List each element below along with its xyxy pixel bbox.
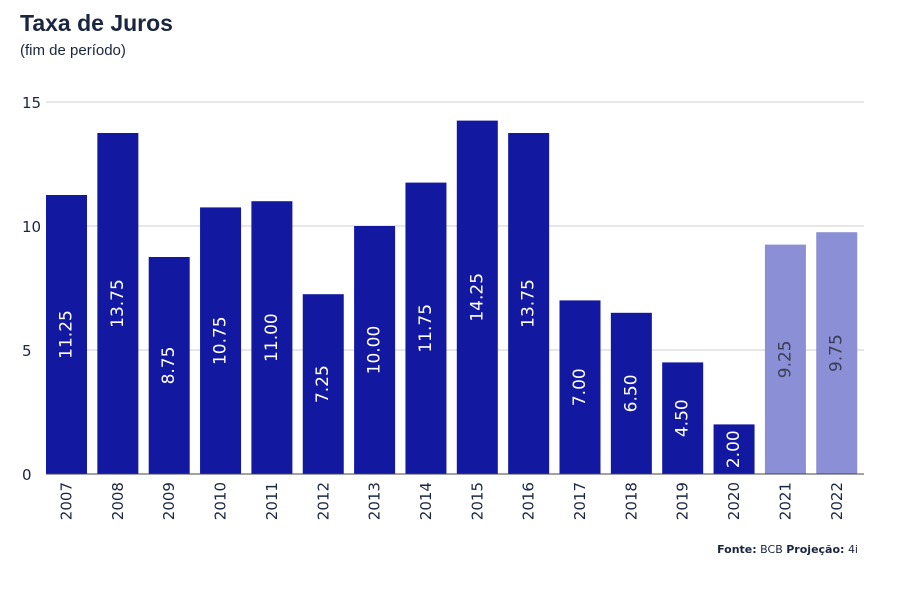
bar-value-label: 4.50 bbox=[673, 399, 693, 437]
source-projecao-value: 4i bbox=[847, 543, 858, 556]
bar-value-label: 9.75 bbox=[827, 334, 847, 372]
bar-value-label: 2.00 bbox=[724, 430, 744, 468]
bar-value-label: 14.25 bbox=[467, 273, 487, 322]
x-tick-label: 2016 bbox=[520, 482, 538, 520]
x-tick-label: 2014 bbox=[417, 482, 435, 520]
x-tick-label: 2017 bbox=[571, 482, 589, 520]
bar bbox=[764, 244, 806, 474]
source-fonte-value: BCB bbox=[760, 543, 783, 556]
bar bbox=[610, 312, 652, 474]
x-tick-label: 2008 bbox=[109, 482, 127, 520]
chart-title: Taxa de Juros bbox=[20, 10, 173, 36]
bar-value-label: 9.25 bbox=[775, 340, 795, 378]
y-tick-label: 5 bbox=[22, 342, 32, 360]
bar bbox=[662, 362, 704, 474]
x-tick-label: 2018 bbox=[622, 482, 640, 520]
x-tick-label: 2021 bbox=[776, 482, 794, 520]
y-tick-label: 0 bbox=[22, 466, 32, 484]
source-note: Fonte: BCB Projeção: 4i bbox=[717, 543, 858, 556]
bar-value-label: 6.50 bbox=[621, 374, 641, 412]
source-fonte-label: Fonte: bbox=[717, 543, 757, 556]
bar bbox=[46, 195, 87, 474]
bar-value-label: 13.75 bbox=[519, 279, 539, 328]
bar-value-label: 11.00 bbox=[262, 313, 282, 362]
x-tick-label: 2013 bbox=[366, 482, 384, 520]
x-tick-label: 2020 bbox=[725, 482, 743, 520]
bar bbox=[148, 257, 190, 474]
source-projecao-label: Projeção: bbox=[786, 543, 845, 556]
bar-value-label: 7.25 bbox=[313, 365, 333, 403]
bar-value-label: 10.00 bbox=[365, 326, 385, 375]
bar bbox=[200, 207, 242, 474]
y-tick-label: 10 bbox=[22, 218, 41, 236]
x-tick-label: 2009 bbox=[160, 482, 178, 520]
bar-value-label: 7.00 bbox=[570, 368, 590, 406]
bar bbox=[302, 294, 344, 474]
bar bbox=[251, 201, 293, 474]
bar bbox=[816, 232, 858, 474]
bar bbox=[354, 226, 396, 474]
bar-value-label: 8.75 bbox=[159, 347, 179, 385]
bar-value-label: 11.25 bbox=[57, 310, 77, 359]
bar bbox=[508, 133, 550, 474]
x-tick-label: 2007 bbox=[58, 482, 76, 520]
y-tick-label: 15 bbox=[22, 94, 41, 112]
x-tick-label: 2012 bbox=[314, 482, 332, 520]
x-tick-label: 2019 bbox=[674, 482, 692, 520]
bar-value-label: 11.75 bbox=[416, 304, 436, 353]
bar bbox=[405, 182, 447, 474]
chart-subtitle: (fim de período) bbox=[20, 42, 126, 59]
x-tick-label: 2022 bbox=[828, 482, 846, 520]
bar bbox=[456, 120, 498, 474]
bar-value-label: 10.75 bbox=[211, 316, 231, 365]
bar bbox=[713, 424, 755, 474]
bar-value-label: 13.75 bbox=[108, 279, 128, 328]
x-tick-label: 2011 bbox=[263, 482, 281, 520]
bar bbox=[97, 133, 139, 474]
x-tick-label: 2010 bbox=[212, 482, 230, 520]
x-tick-label: 2015 bbox=[468, 482, 486, 520]
bar bbox=[559, 300, 601, 474]
